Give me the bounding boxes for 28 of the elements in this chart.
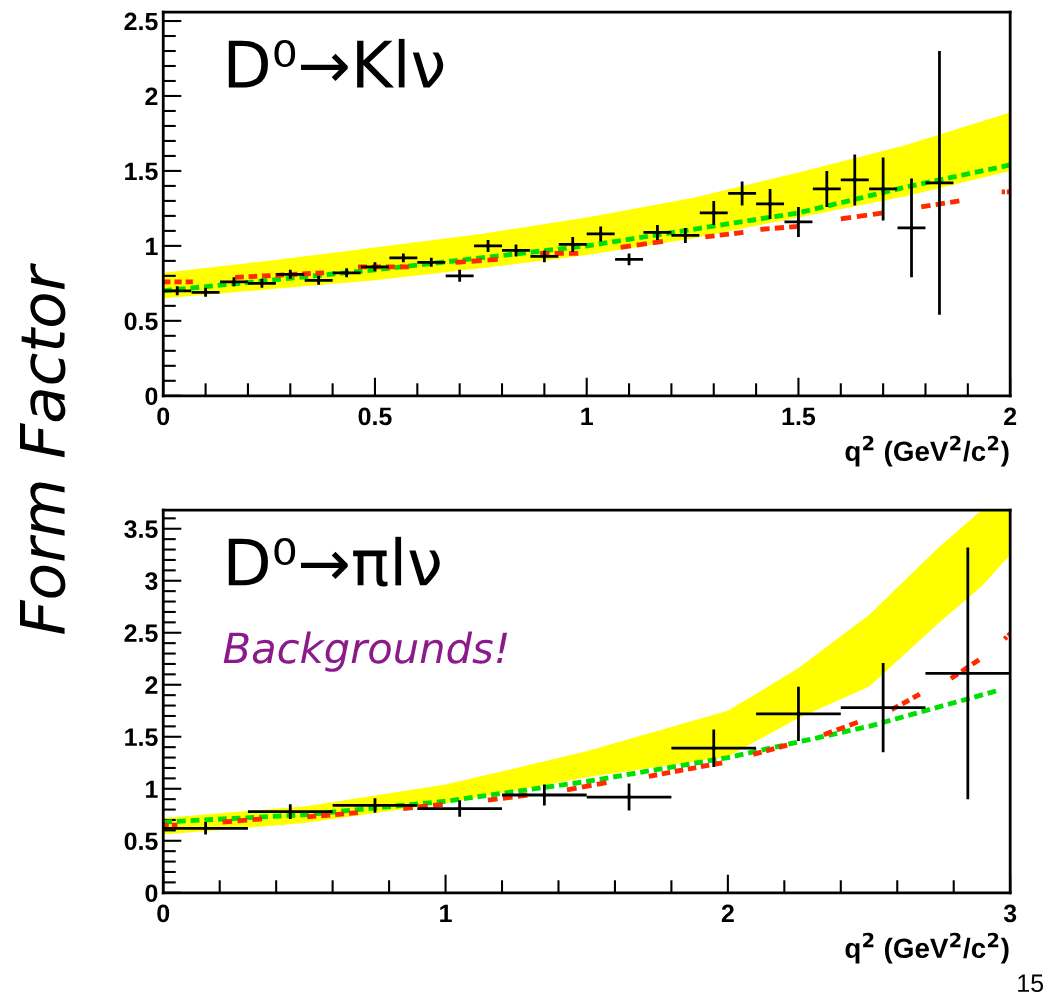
y-tick-label: 0 — [145, 387, 158, 406]
y-tick-label: 2 — [145, 676, 158, 694]
x-axis-title: q$^{2}$ (GeV$^{2}$/c$^{2}$) — [845, 932, 1009, 964]
y-axis-title: Form Factor — [20, 263, 66, 634]
x-tick-label: 2 — [721, 904, 734, 923]
y-tick-label: 2 — [145, 87, 158, 106]
x-axis-title: q$^{2}$ (GeV$^{2}$/c$^{2}$) — [845, 435, 1009, 467]
y-tick-label: 3 — [145, 572, 158, 591]
y-tick-label: 1.5 — [125, 728, 158, 747]
y-tick-label: 2.5 — [124, 624, 158, 643]
x-tick-label: 0.5 — [358, 407, 392, 426]
y-tick-label: 0 — [145, 884, 158, 903]
y-tick-label: 0.5 — [124, 832, 158, 851]
x-tick-label: 1 — [440, 904, 452, 923]
text: 15 — [1018, 974, 1044, 993]
y-tick-label: 3.5 — [124, 520, 158, 539]
annotation: Backgrounds! — [223, 631, 508, 672]
x-tick-label: 3 — [1003, 904, 1017, 923]
chart-title: D⁰→πlν — [228, 536, 440, 587]
y-tick-label: 1.5 — [125, 162, 158, 181]
y-tick-label: 1 — [146, 780, 158, 798]
x-tick-label: 1 — [581, 407, 593, 426]
y-tick-label: 0.5 — [124, 312, 158, 331]
chart-title: D⁰→Klν — [228, 38, 444, 88]
x-tick-label: 2 — [1004, 407, 1017, 426]
y-tick-label: 2.5 — [124, 12, 158, 31]
y-tick-label: 1 — [146, 237, 158, 255]
x-tick-label: 1.5 — [782, 407, 816, 426]
